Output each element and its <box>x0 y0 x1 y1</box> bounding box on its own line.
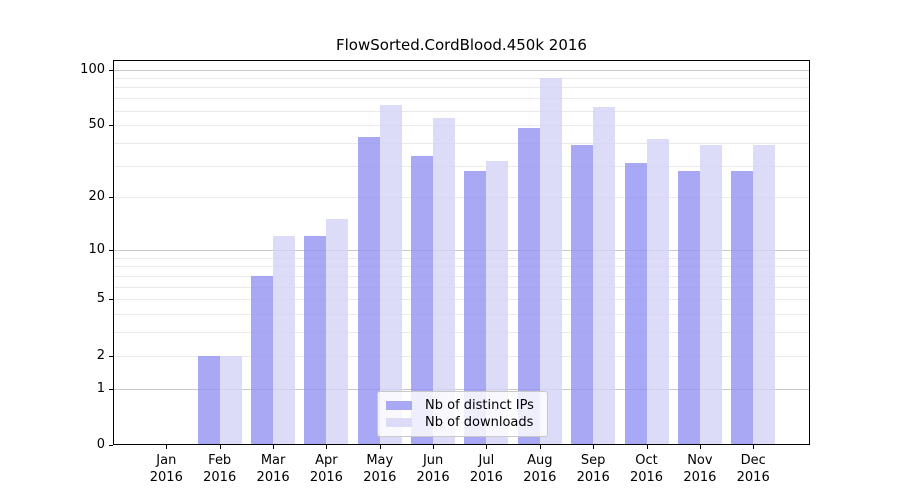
y-axis-tick-label: 100 <box>80 61 105 77</box>
minor-gridline <box>113 286 810 288</box>
bar-distinct-ips <box>571 144 594 445</box>
legend-item: Nb of downloads <box>386 414 539 431</box>
y-tick-mark <box>109 299 113 301</box>
bar-distinct-ips <box>677 171 700 445</box>
bar-downloads <box>539 78 562 445</box>
x-axis-tick-label: Oct 2016 <box>629 453 664 485</box>
y-axis-tick-label: 1 <box>96 380 105 396</box>
bar-distinct-ips <box>251 275 274 445</box>
legend-item: Nb of distinct IPs <box>386 397 539 414</box>
legend-item-label: Nb of distinct IPs <box>425 398 534 413</box>
bar-distinct-ips <box>357 137 380 445</box>
bar-distinct-ips <box>197 355 220 445</box>
minor-gridline <box>113 197 810 199</box>
bar-distinct-ips <box>304 236 327 445</box>
minor-gridline <box>113 257 810 259</box>
x-tick-mark <box>433 445 435 449</box>
x-tick-mark <box>593 445 595 449</box>
x-axis-tick-label: Apr 2016 <box>309 453 343 485</box>
x-axis-tick-label: Jun 2016 <box>416 453 450 485</box>
x-tick-mark <box>379 445 381 449</box>
bar-downloads <box>753 144 776 445</box>
minor-gridline <box>113 275 810 277</box>
minor-gridline <box>113 165 810 167</box>
x-axis-tick-label: Mar 2016 <box>256 453 290 485</box>
x-axis-tick-label: Jan 2016 <box>149 453 183 485</box>
y-tick-mark <box>109 445 113 446</box>
bar-distinct-ips <box>624 163 647 445</box>
minor-gridline <box>113 78 810 79</box>
y-tick-mark <box>109 249 113 251</box>
x-tick-mark <box>219 445 221 449</box>
major-gridline <box>113 388 810 390</box>
minor-gridline <box>113 355 810 357</box>
minor-gridline <box>113 125 810 127</box>
bar-downloads <box>699 144 722 445</box>
bar-downloads <box>486 160 509 445</box>
y-axis-tick-label: 5 <box>96 291 105 307</box>
minor-gridline <box>113 98 810 100</box>
y-axis-tick-label: 0 <box>96 437 105 452</box>
minor-gridline <box>113 110 810 112</box>
x-tick-mark <box>486 445 488 449</box>
bar-downloads <box>646 139 669 445</box>
bar-downloads <box>379 105 402 445</box>
x-tick-mark <box>166 445 168 449</box>
x-axis-tick-label: Nov 2016 <box>683 453 717 485</box>
minor-gridline <box>113 299 810 301</box>
y-axis-tick-label: 50 <box>88 117 105 133</box>
x-tick-mark <box>326 445 328 449</box>
bar-downloads <box>273 236 296 445</box>
x-axis-tick-label: May 2016 <box>363 453 397 485</box>
legend: Nb of distinct IPs Nb of downloads <box>377 391 548 437</box>
legend-item-label: Nb of downloads <box>425 415 534 430</box>
x-tick-mark <box>699 445 701 449</box>
minor-gridline <box>113 142 810 144</box>
legend-swatch-downloads <box>386 418 412 427</box>
y-tick-mark <box>109 197 113 199</box>
bar-downloads <box>219 355 242 445</box>
y-axis-tick-label: 2 <box>96 347 105 363</box>
bar-downloads <box>433 117 456 445</box>
x-tick-mark <box>539 445 541 449</box>
x-axis-tick-label: Sep 2016 <box>576 453 610 485</box>
bar-distinct-ips <box>464 171 487 445</box>
x-tick-mark <box>753 445 755 449</box>
y-tick-mark <box>109 388 113 390</box>
bar-distinct-ips <box>517 128 540 445</box>
minor-gridline <box>113 314 810 315</box>
major-gridline <box>113 249 810 251</box>
legend-swatch-distinct-ips <box>386 401 412 410</box>
x-tick-mark <box>646 445 648 449</box>
y-axis-tick-label: 10 <box>88 241 105 257</box>
x-axis-tick-label: Feb 2016 <box>203 453 237 485</box>
y-tick-mark <box>109 125 113 127</box>
minor-gridline <box>113 87 810 89</box>
bar-downloads <box>326 219 349 445</box>
minor-gridline <box>113 332 810 334</box>
major-gridline <box>113 69 810 71</box>
chart-title: FlowSorted.CordBlood.450k 2016 <box>336 36 587 54</box>
x-axis-tick-label: Aug 2016 <box>523 453 557 485</box>
bar-downloads <box>593 106 616 445</box>
y-axis-tick-label: 20 <box>88 189 105 205</box>
bar-distinct-ips <box>411 155 434 445</box>
y-tick-mark <box>109 69 113 71</box>
x-axis-tick-label: Jul 2016 <box>469 453 503 485</box>
bar-distinct-ips <box>731 171 754 445</box>
x-axis-tick-label: Dec 2016 <box>736 453 770 485</box>
x-tick-mark <box>273 445 275 449</box>
plot-area <box>113 60 810 445</box>
y-tick-mark <box>109 355 113 357</box>
minor-gridline <box>113 266 810 268</box>
